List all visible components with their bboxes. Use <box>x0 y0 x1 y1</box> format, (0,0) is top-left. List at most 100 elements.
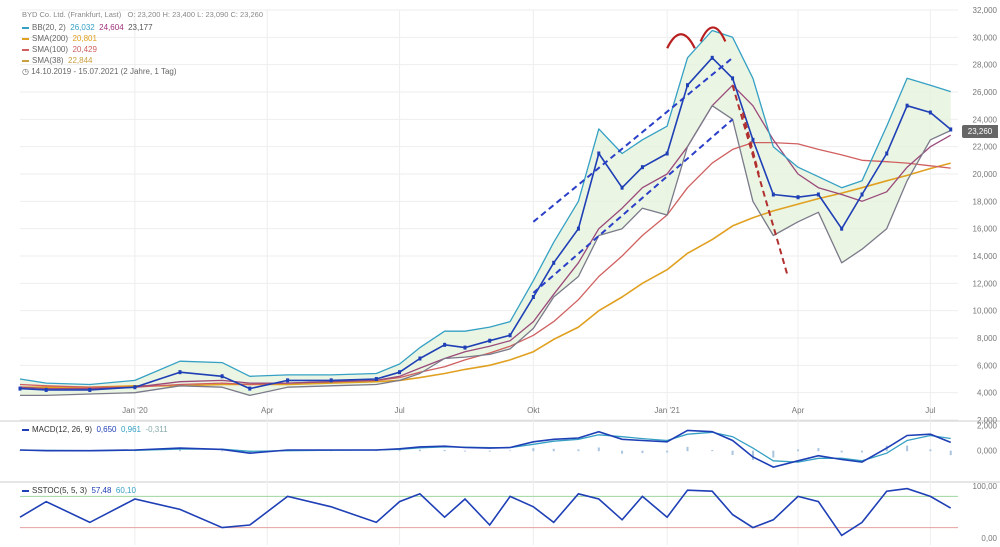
legend-sma100[interactable]: SMA(100) 20,429 <box>22 44 97 55</box>
price-point <box>860 192 864 197</box>
x-tick-label: Jan '21 <box>654 406 680 415</box>
price-point <box>488 338 492 343</box>
price-point <box>463 345 467 350</box>
chart-header: BYD Co. Ltd. (Frankfurt, Last) O: 23,200… <box>22 10 263 19</box>
price-point <box>88 387 92 392</box>
downtrend-line <box>731 84 789 277</box>
x-tick-label: Apr <box>792 406 805 415</box>
legend-bb[interactable]: BB(20, 2) 26,032 24,604 23,177 <box>22 22 153 33</box>
macd-histogram-bar <box>464 450 467 452</box>
macd-histogram-bar <box>552 448 555 452</box>
macd-tick-label: 2,000 <box>977 421 998 430</box>
y-tick-label: 30,000 <box>973 33 998 42</box>
price-line <box>19 57 952 391</box>
macd-histogram-bar <box>772 450 775 458</box>
macd-histogram-bar <box>178 449 181 452</box>
x-tick-label: Jul <box>925 406 935 415</box>
price-point <box>443 342 447 347</box>
legend-swatch <box>22 428 29 431</box>
price-point <box>576 226 580 231</box>
legend-swatch <box>22 48 29 51</box>
bollinger-lower-line <box>20 105 951 397</box>
legend-value: 26,032 <box>70 23 95 32</box>
legend-value: 24,604 <box>99 23 124 32</box>
macd-line <box>19 429 951 468</box>
legend-value: 22,844 <box>68 56 93 65</box>
macd-histogram-bar <box>797 449 800 452</box>
y-tick-label: 24,000 <box>973 115 998 124</box>
y-tick-label: 26,000 <box>973 88 998 97</box>
legend-swatch <box>22 59 29 62</box>
macd-label: MACD(12, 26, 9) <box>32 425 93 434</box>
price-point <box>816 192 820 197</box>
price-point <box>178 370 182 375</box>
price-point <box>928 110 932 115</box>
x-tick-label: Okt <box>527 406 540 415</box>
range-text: 14.10.2019 - 15.07.2021 (2 Jahre, 1 Tag) <box>31 67 177 76</box>
price-point <box>640 165 644 170</box>
legend-range: ◷ 14.10.2019 - 15.07.2021 (2 Jahre, 1 Ta… <box>22 66 177 77</box>
price-point <box>751 137 755 142</box>
price-point <box>374 377 378 381</box>
y-tick-label: 12,000 <box>973 279 998 288</box>
macd-legend[interactable]: MACD(12, 26, 9) 0,650 0,961 -0,311 <box>22 425 168 434</box>
price-point <box>686 83 690 88</box>
price-point <box>133 385 137 390</box>
legend-swatch <box>22 37 29 40</box>
price-point <box>620 185 624 190</box>
macd-histogram-bar <box>817 448 820 452</box>
legend-sma38[interactable]: SMA(38) 22,844 <box>22 55 92 66</box>
macd-histogram-bar <box>949 450 952 456</box>
last-price-tag: 23,260 <box>962 125 998 138</box>
chart-title: BYD Co. Ltd. (Frankfurt, Last) <box>22 10 122 19</box>
legend-swatch <box>22 489 29 492</box>
price-point <box>508 333 512 338</box>
price-point <box>597 151 601 156</box>
macd-signal-line <box>19 431 951 463</box>
price-point <box>710 55 714 60</box>
sma38-line <box>19 84 952 390</box>
price-point <box>885 151 889 156</box>
y-tick-label: 14,000 <box>973 252 998 261</box>
macd-histogram-bar <box>666 450 669 453</box>
y-tick-label: 28,000 <box>973 61 998 70</box>
price-point <box>248 386 252 391</box>
legend-label: SMA(38) <box>32 56 64 65</box>
sstoc-value: 57,48 <box>91 486 112 495</box>
legend-label: SMA(100) <box>32 45 69 54</box>
y-tick-label: 8,000 <box>977 334 998 343</box>
sstoc-legend[interactable]: SSTOC(5, 5, 3) 57,48 60,10 <box>22 486 136 495</box>
macd-signal-value: 0,961 <box>120 425 141 434</box>
macd-histogram-bar <box>418 449 421 452</box>
sstoc-signal-value: 60,10 <box>115 486 136 495</box>
macd-histogram-bar <box>398 450 401 452</box>
trend-channel-upper <box>532 57 734 223</box>
sstoc-tick-label: 100,00 <box>973 482 998 491</box>
sstoc-label: SSTOC(5, 5, 3) <box>32 486 87 495</box>
head-arc <box>699 26 727 42</box>
macd-histogram-bar <box>929 449 932 452</box>
macd-tick-label: 0,000 <box>977 447 998 456</box>
macd-histogram-bar <box>443 450 446 452</box>
sma100-line <box>19 141 951 388</box>
macd-histogram-bar <box>577 449 580 452</box>
price-point <box>796 195 800 200</box>
macd-histogram-bar <box>330 450 333 452</box>
downtrend-line <box>741 112 760 175</box>
y-tick-label: 6,000 <box>977 361 998 370</box>
y-tick-label: 2,000 <box>977 416 998 425</box>
macd-histogram-bar <box>641 450 644 454</box>
y-tick-label: 20,000 <box>973 170 998 179</box>
price-point <box>286 378 290 383</box>
legend-sma200[interactable]: SMA(200) 20,801 <box>22 33 97 44</box>
macd-histogram-bar <box>861 450 864 453</box>
macd-histogram-bar <box>686 446 689 452</box>
macd-hist-value: -0,311 <box>145 425 168 434</box>
macd-histogram-bar <box>906 445 909 452</box>
price-point <box>731 76 735 81</box>
macd-histogram-bar <box>532 448 535 452</box>
macd-histogram-bar <box>751 450 754 461</box>
x-tick-label: Apr <box>261 406 274 415</box>
